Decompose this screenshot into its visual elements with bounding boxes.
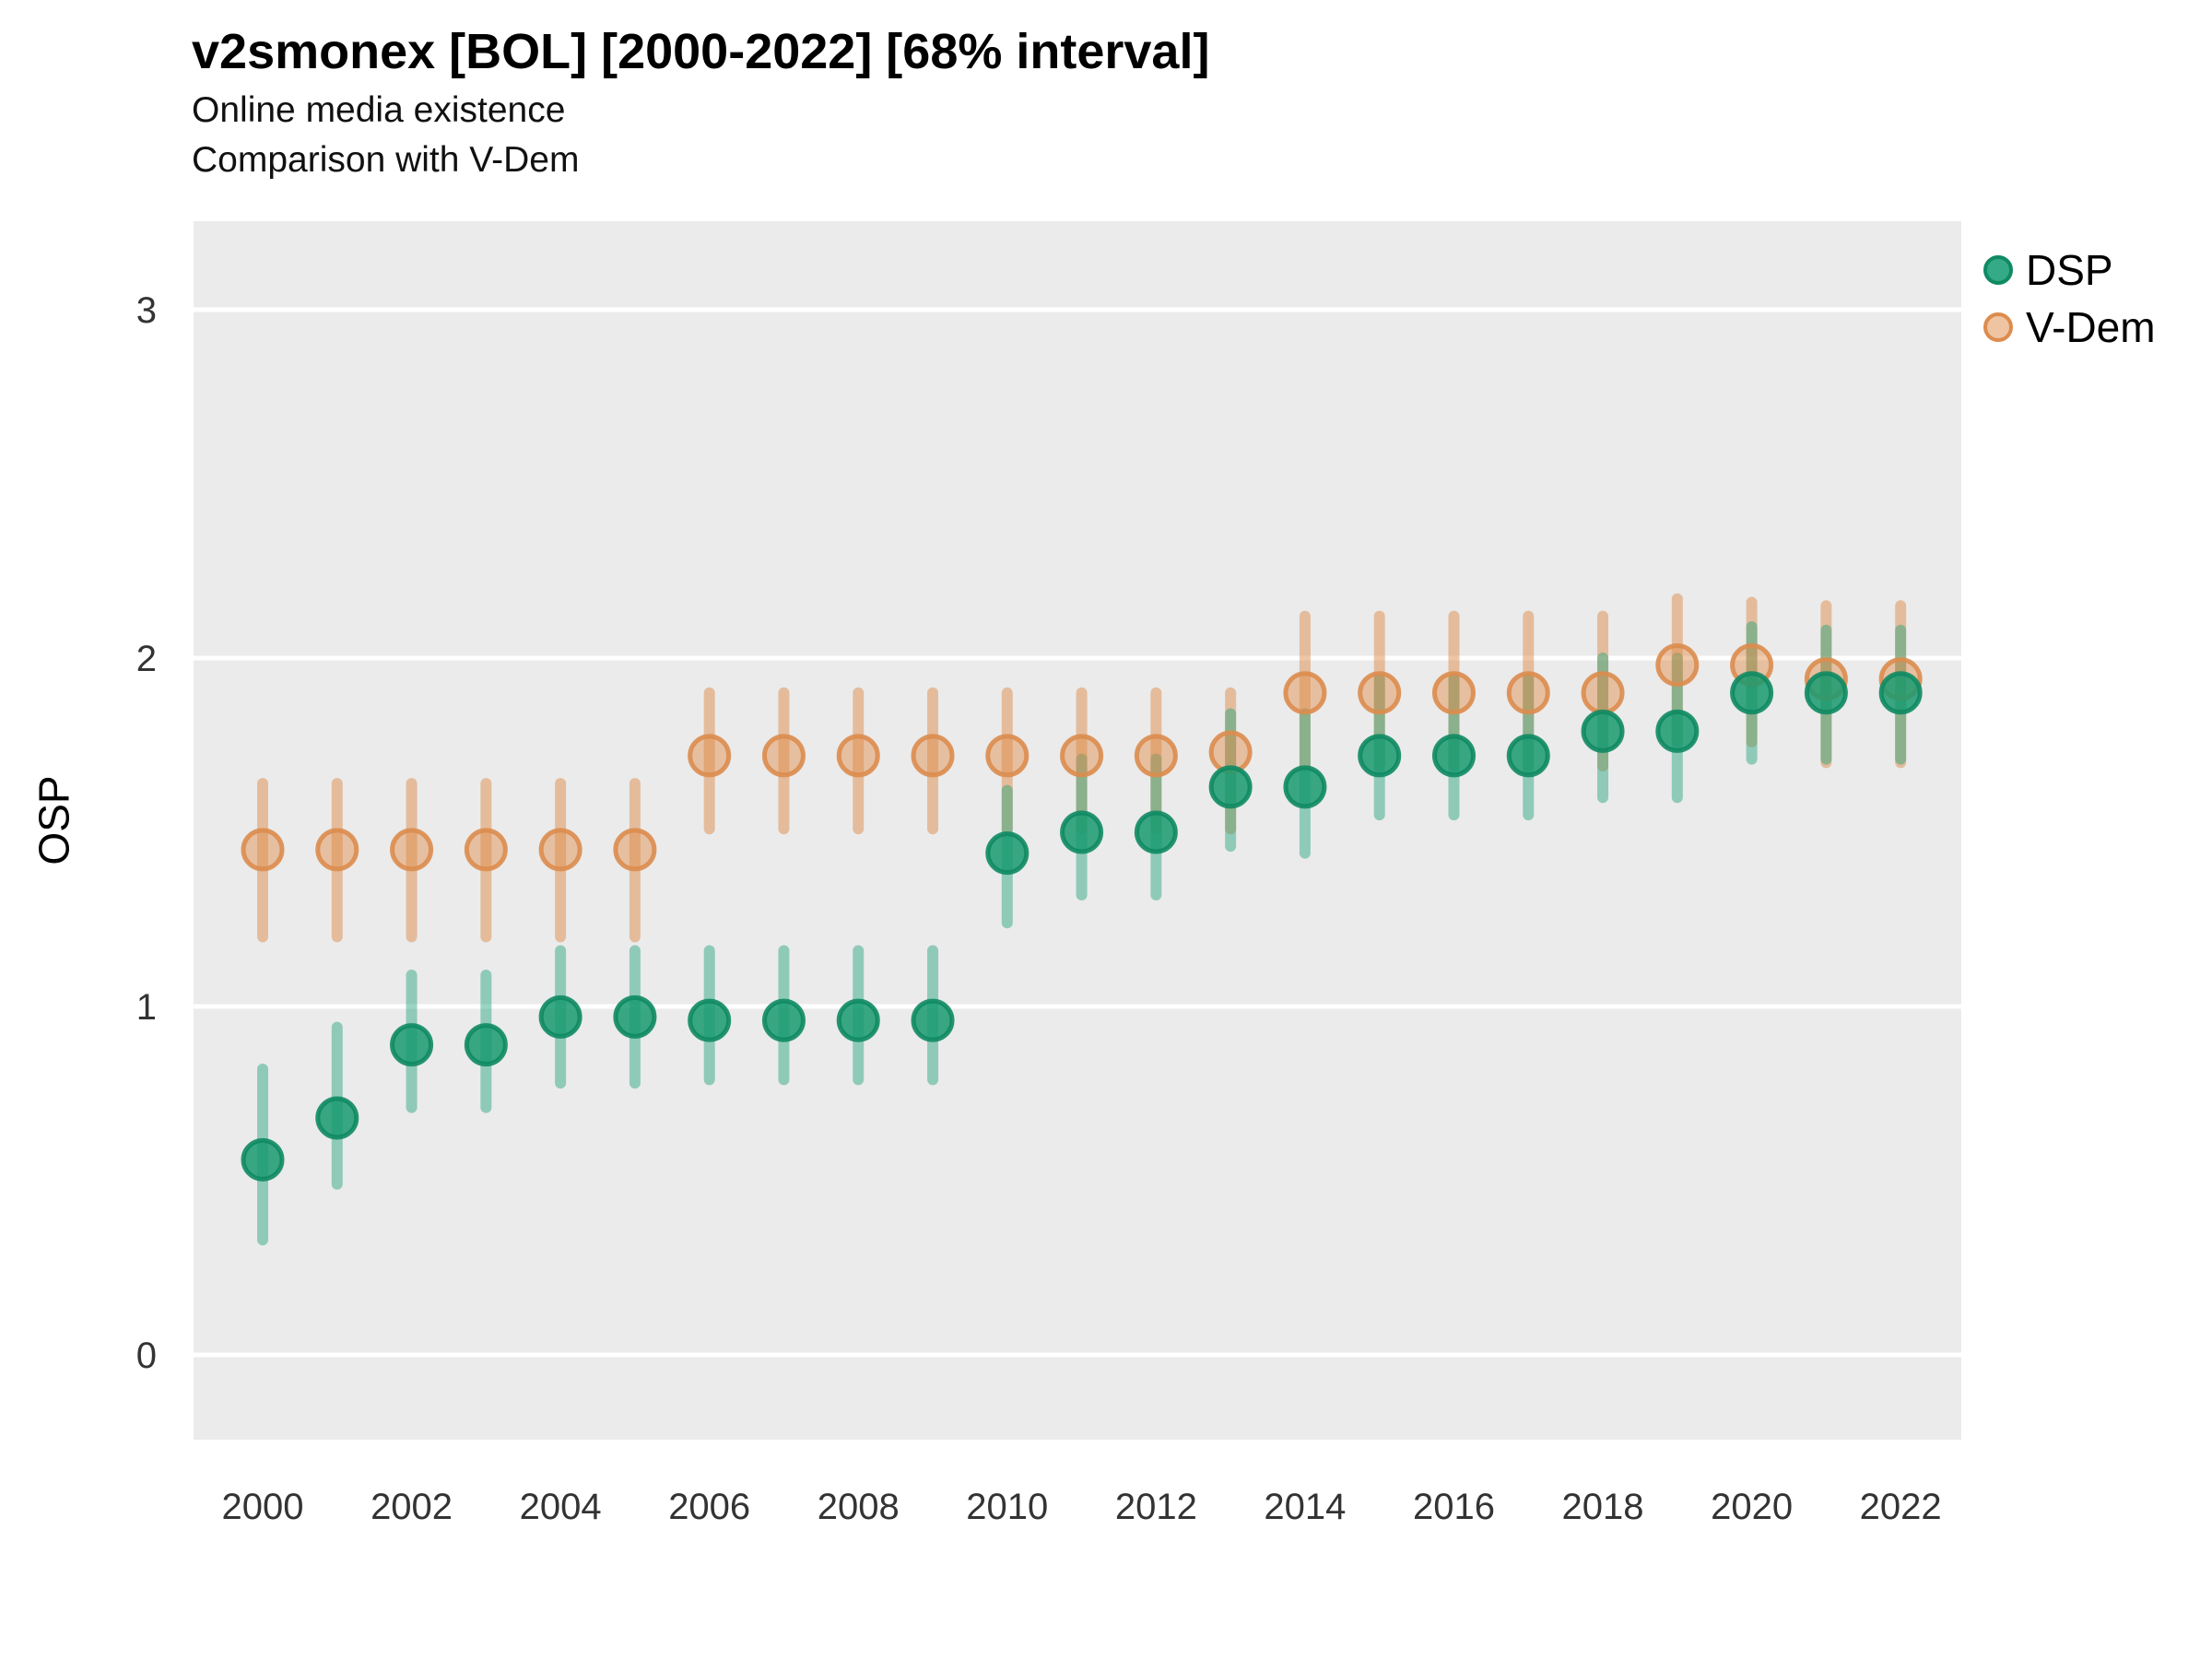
y-tick-label-3: 3 xyxy=(136,290,157,331)
vdem-point-2000 xyxy=(241,828,285,872)
dsp-point-2020 xyxy=(1730,671,1774,715)
x-tick-label-2000: 2000 xyxy=(222,1487,304,1527)
vdem-point-2008 xyxy=(836,734,880,778)
vdem-point-2010 xyxy=(985,734,1030,778)
chart-header: v2smonex [BOL] [2000-2022] [68% interval… xyxy=(192,18,1209,185)
dsp-point-2005 xyxy=(613,994,657,1039)
dsp-point-2013 xyxy=(1208,765,1253,809)
dsp-point-2016 xyxy=(1431,734,1476,778)
vdem-point-2004 xyxy=(538,828,582,872)
x-tick-label-2006: 2006 xyxy=(668,1487,750,1527)
dsp-point-2001 xyxy=(315,1096,359,1140)
vdem-point-2012 xyxy=(1134,734,1178,778)
vdem-point-2014 xyxy=(1283,671,1327,715)
x-tick-label-2010: 2010 xyxy=(966,1487,1048,1527)
legend-label-dsp: DSP xyxy=(2026,246,2113,294)
dsp-point-2011 xyxy=(1060,810,1104,854)
vdem-point-2006 xyxy=(688,734,732,778)
x-tick-label-2018: 2018 xyxy=(1562,1487,1644,1527)
vdem-point-2001 xyxy=(315,828,359,872)
chart-subtitle-line2: Comparison with V-Dem xyxy=(192,139,580,180)
dsp-point-2019 xyxy=(1655,709,1700,753)
dsp-point-2008 xyxy=(836,998,880,1042)
legend-item-dsp: DSP xyxy=(1983,246,2156,294)
x-tick-label-2020: 2020 xyxy=(1711,1487,1793,1527)
vdem-point-2009 xyxy=(911,734,955,778)
dsp-point-2003 xyxy=(464,1023,508,1067)
dsp-point-2000 xyxy=(241,1137,285,1182)
vdem-point-2002 xyxy=(390,828,434,872)
vdem-point-2015 xyxy=(1358,671,1402,715)
x-tick-label-2008: 2008 xyxy=(818,1487,900,1527)
dsp-point-2007 xyxy=(761,998,806,1042)
legend-item-vdem: V-Dem xyxy=(1983,303,2156,351)
dsp-legend-dot-icon xyxy=(1983,255,2013,285)
dsp-point-2018 xyxy=(1581,709,1625,753)
y-tick-label-0: 0 xyxy=(136,1335,157,1376)
vdem-point-2011 xyxy=(1060,734,1104,778)
vdem-point-2016 xyxy=(1431,671,1476,715)
vdem-point-2005 xyxy=(613,828,657,872)
dsp-point-2021 xyxy=(1804,671,1848,715)
dsp-point-2004 xyxy=(538,994,582,1039)
vdem-point-2019 xyxy=(1655,643,1700,688)
vdem-point-2003 xyxy=(464,828,508,872)
x-tick-label-2002: 2002 xyxy=(371,1487,453,1527)
vdem-point-2018 xyxy=(1581,671,1625,715)
chart-title: v2smonex [BOL] [2000-2022] [68% interval… xyxy=(192,24,1210,79)
dsp-point-2015 xyxy=(1358,734,1402,778)
dsp-point-2006 xyxy=(688,998,732,1042)
y-axis-title: OSP xyxy=(29,775,78,865)
y-tick-label-2: 2 xyxy=(136,639,157,679)
x-tick-label-2004: 2004 xyxy=(520,1487,602,1527)
dsp-point-2012 xyxy=(1134,810,1178,854)
dsp-point-2022 xyxy=(1878,671,1923,715)
legend-label-vdem: V-Dem xyxy=(2026,303,2156,351)
x-tick-label-2016: 2016 xyxy=(1413,1487,1495,1527)
x-tick-label-2012: 2012 xyxy=(1115,1487,1197,1527)
chart-subtitle-line1: Online media existence xyxy=(192,89,566,130)
dsp-point-2014 xyxy=(1283,765,1327,809)
dsp-point-2009 xyxy=(911,998,955,1042)
vdem-point-2007 xyxy=(761,734,806,778)
legend: DSP V-Dem xyxy=(1983,246,2156,351)
vdem-point-2017 xyxy=(1506,671,1550,715)
dsp-point-2017 xyxy=(1506,734,1550,778)
x-tick-label-2014: 2014 xyxy=(1264,1487,1346,1527)
y-tick-label-1: 1 xyxy=(136,987,157,1028)
x-tick-label-2022: 2022 xyxy=(1860,1487,1942,1527)
dsp-point-2010 xyxy=(985,831,1030,876)
vdem-legend-dot-icon xyxy=(1983,312,2013,342)
dsp-point-2002 xyxy=(390,1023,434,1067)
